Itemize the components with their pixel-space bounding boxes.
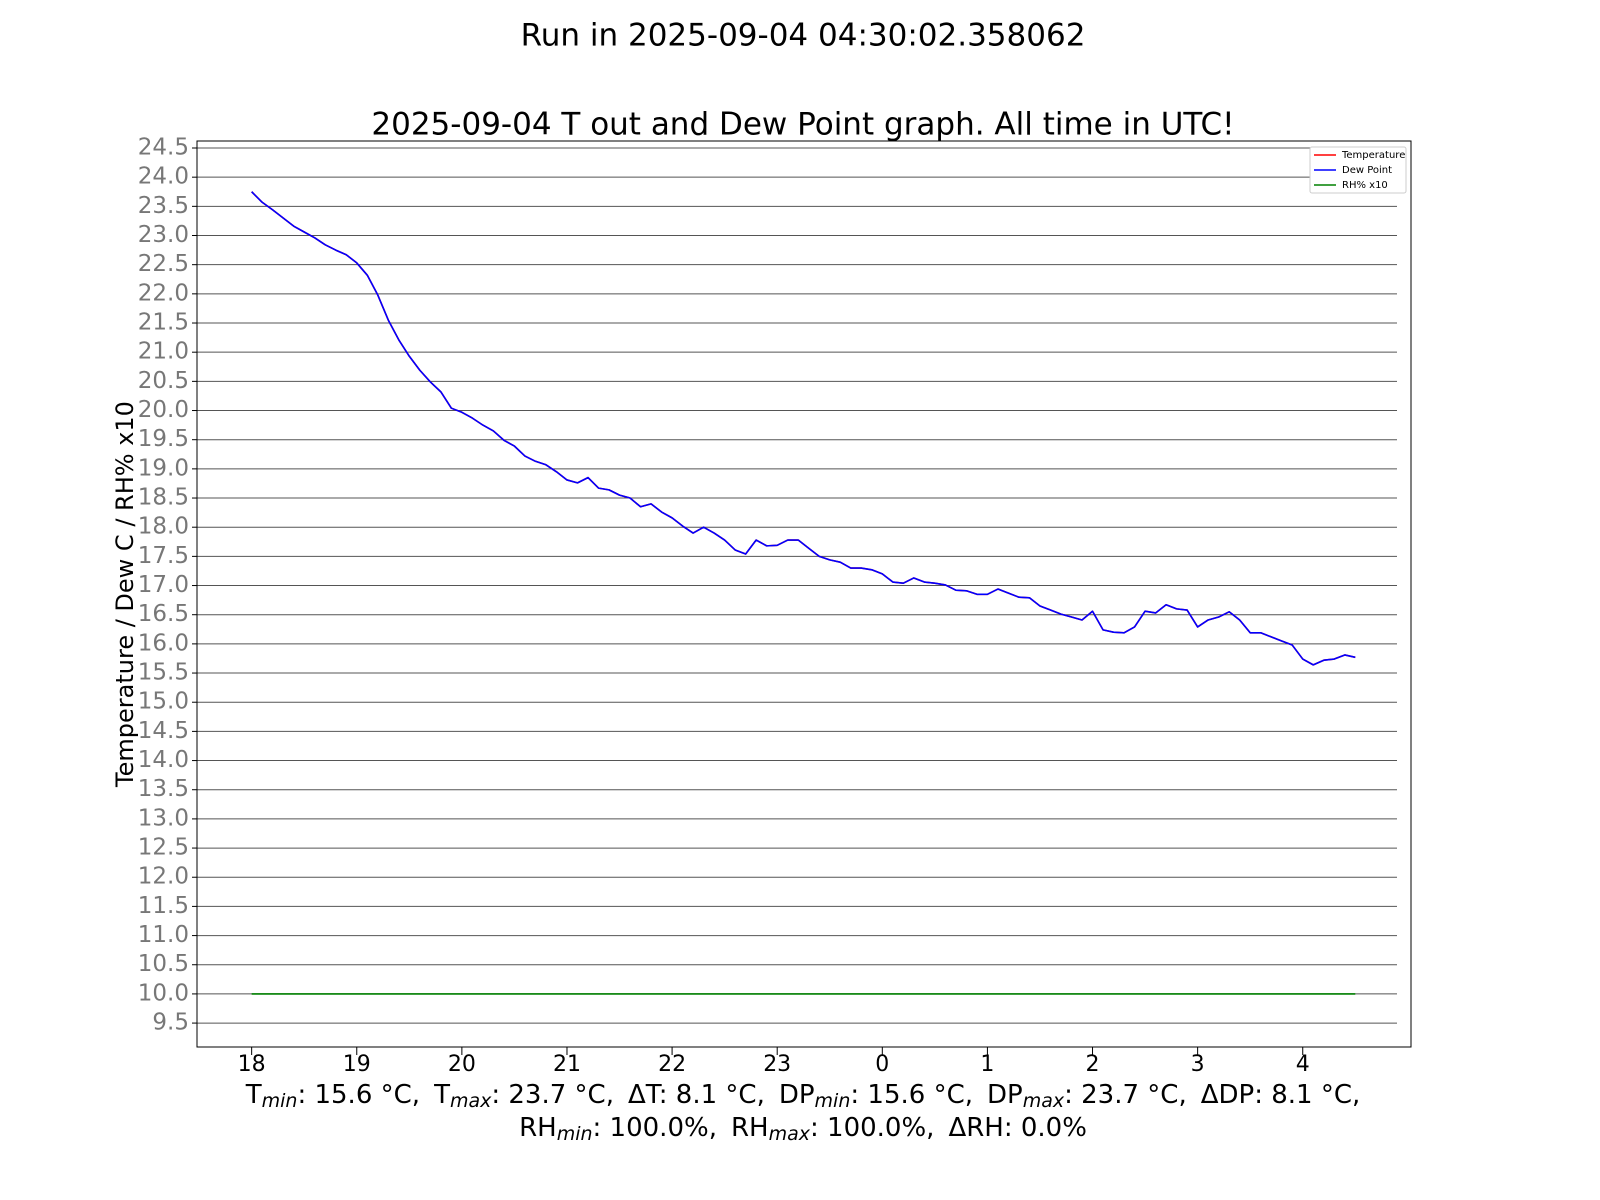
suptitle: Run in 2025-09-04 04:30:02.358062	[521, 18, 1086, 54]
y-tick-label: 11.5	[138, 893, 189, 919]
stat-subscript: max	[1023, 1090, 1065, 1112]
x-tick-label: 21	[553, 1052, 581, 1077]
y-tick-label: 14.5	[138, 718, 189, 744]
y-tick-label: 24.0	[138, 164, 189, 190]
plot-area	[251, 191, 1356, 995]
y-tick-label: 20.5	[138, 368, 189, 394]
y-tick-label: 12.5	[138, 835, 189, 861]
stat-label: ΔT	[628, 1080, 662, 1110]
stat-label: ΔDP	[1201, 1080, 1255, 1110]
footer: Tmin: 15.6 °C, Tmax: 23.7 °C, ΔT: 8.1 °C, D…	[245, 1080, 1361, 1145]
x-tick-label: 2	[1086, 1052, 1100, 1077]
stat-subscript: max	[769, 1123, 811, 1145]
y-tick-label: 10.5	[138, 951, 189, 977]
x-tick-label: 0	[875, 1052, 889, 1077]
x-tick-label: 20	[448, 1052, 476, 1077]
stat-label: T	[433, 1080, 450, 1110]
axes-frame	[196, 140, 1412, 1048]
y-tick-label: 17.0	[138, 572, 189, 598]
x-tick-label: 3	[1191, 1052, 1205, 1077]
y-tick-label: 23.5	[138, 193, 189, 219]
stat-label: ΔRH	[948, 1113, 1003, 1143]
x-tick-label: 18	[238, 1052, 266, 1077]
y-tick-label: 9.5	[152, 1010, 189, 1036]
stat-label: RH	[519, 1113, 557, 1143]
y-tick-label: 10.0	[138, 980, 189, 1006]
y-tick-label: 15.5	[138, 660, 189, 686]
y-tick-label: 19.5	[138, 426, 189, 452]
stat-label: T	[245, 1080, 262, 1110]
legend: Temperature Dew Point RH% x10	[1309, 146, 1407, 194]
y-tick-label: 17.5	[138, 543, 189, 569]
legend-label: RH% x10	[1342, 180, 1388, 191]
legend-label: Temperature	[1341, 150, 1405, 161]
x-tick-label: 22	[658, 1052, 686, 1077]
y-tick-label: 13.0	[138, 805, 189, 831]
stat-value: : 0.0%	[1004, 1113, 1087, 1143]
stat-value: : 23.7 °C,	[1064, 1080, 1187, 1110]
stats-line: Tmin: 15.6 °C, Tmax: 23.7 °C, ΔT: 8.1 °C, D…	[245, 1080, 1361, 1112]
stat-subscript: min	[262, 1090, 298, 1112]
stat-subscript: max	[450, 1090, 492, 1112]
stat-value: : 100.0%,	[810, 1113, 934, 1143]
x-tick-label: 1	[980, 1052, 994, 1077]
stat-value: : 100.0%,	[593, 1113, 717, 1143]
stat-value: : 15.6 °C,	[850, 1080, 973, 1110]
legend-label: Dew Point	[1342, 165, 1392, 176]
y-tick-label: 21.5	[138, 310, 189, 336]
y-tick-label: 19.0	[138, 455, 189, 481]
stat-value: : 8.1 °C,	[1254, 1080, 1360, 1110]
y-tick-label: 11.0	[138, 922, 189, 948]
x-tick-label: 4	[1296, 1052, 1310, 1077]
stats-line: RHmin: 100.0%, RHmax: 100.0%, ΔRH: 0.0%	[519, 1113, 1087, 1145]
stat-label: DP	[779, 1080, 815, 1110]
y-tick-label: 18.0	[138, 514, 189, 540]
y-tick-label: 12.0	[138, 864, 189, 890]
stat-label: RH	[731, 1113, 769, 1143]
y-tick-label: 16.5	[138, 601, 189, 627]
grid	[197, 147, 1397, 1024]
y-tick-label: 16.0	[138, 630, 189, 656]
y-tick-label: 23.0	[138, 222, 189, 248]
x-tick-label: 23	[763, 1052, 791, 1077]
legend-box	[1309, 146, 1407, 194]
y-tick-label: 14.0	[138, 747, 189, 773]
stat-label: DP	[987, 1080, 1023, 1110]
y-tick-label: 15.0	[138, 689, 189, 715]
x-tick-label: 19	[343, 1052, 371, 1077]
stat-subscript: min	[557, 1123, 593, 1145]
y-tick-label: 20.0	[138, 397, 189, 423]
stat-value: : 15.6 °C,	[297, 1080, 420, 1110]
y-tick-label: 21.0	[138, 339, 189, 365]
stat-subscript: min	[815, 1090, 851, 1112]
series-line	[251, 191, 1356, 666]
stat-value: : 23.7 °C,	[491, 1080, 614, 1110]
stat-value: : 8.1 °C,	[659, 1080, 765, 1110]
chart-title: 2025-09-04 T out and Dew Point graph. Al…	[371, 107, 1234, 143]
y-tick-label: 18.5	[138, 485, 189, 511]
y-axis-label: Temperature / Dew C / RH% x10	[111, 401, 139, 788]
y-tick-label: 13.5	[138, 776, 189, 802]
y-tick-label: 24.5	[138, 135, 189, 161]
ticks: 9.5 10.0 10.5 11.0 11.5 12.0 12.5 13.0 13.5 14.0 1…	[138, 135, 1310, 1077]
y-tick-label: 22.0	[138, 280, 189, 306]
y-tick-label: 22.5	[138, 251, 189, 277]
